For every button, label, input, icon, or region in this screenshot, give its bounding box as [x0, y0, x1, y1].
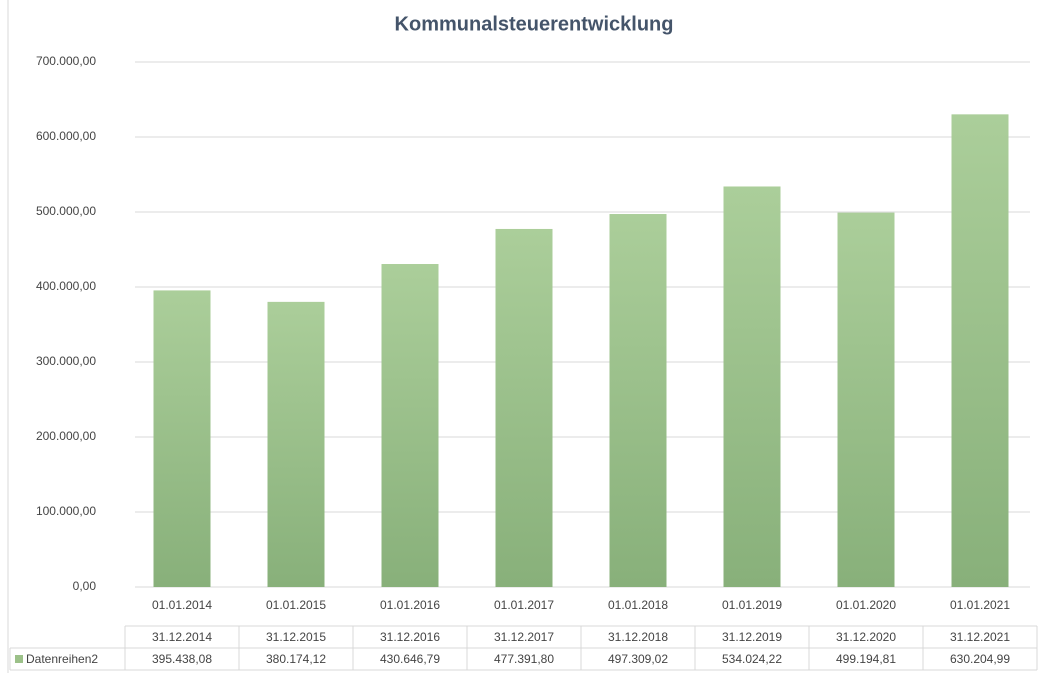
legend-label: Datenreihen2	[26, 652, 98, 666]
y-tick-label: 500.000,00	[36, 204, 96, 218]
x-tick-label: 01.01.2019	[722, 598, 782, 612]
bar	[609, 214, 667, 587]
table-header: 31.12.2017	[494, 630, 554, 644]
x-tick-label: 01.01.2016	[380, 598, 440, 612]
y-tick-label: 0,00	[73, 579, 97, 593]
chart-title: Kommunalsteuerentwicklung	[395, 13, 674, 35]
x-tick-label: 01.01.2015	[266, 598, 326, 612]
bar	[495, 228, 553, 587]
bar	[951, 114, 1009, 588]
bar	[381, 264, 439, 587]
y-tick-label: 700.000,00	[36, 54, 96, 68]
table-header: 31.12.2016	[380, 630, 440, 644]
table-value: 477.391,80	[494, 652, 554, 666]
x-tick-label: 01.01.2014	[152, 598, 212, 612]
legend-swatch	[15, 655, 23, 663]
x-tick-label: 01.01.2020	[836, 598, 896, 612]
x-tick-label: 01.01.2018	[608, 598, 668, 612]
y-tick-label: 100.000,00	[36, 504, 96, 518]
table-header: 31.12.2014	[152, 630, 212, 644]
table-header: 31.12.2018	[608, 630, 668, 644]
table-value: 380.174,12	[266, 652, 326, 666]
x-tick-label: 01.01.2021	[950, 598, 1010, 612]
x-tick-label: 01.01.2017	[494, 598, 554, 612]
bar	[267, 301, 325, 587]
table-value: 630.204,99	[950, 652, 1010, 666]
table-header: 31.12.2019	[722, 630, 782, 644]
table-value: 499.194,81	[836, 652, 896, 666]
y-tick-label: 200.000,00	[36, 429, 96, 443]
y-tick-label: 600.000,00	[36, 129, 96, 143]
table-value: 395.438,08	[152, 652, 212, 666]
y-tick-label: 300.000,00	[36, 354, 96, 368]
bar	[723, 186, 781, 587]
y-tick-label: 400.000,00	[36, 279, 96, 293]
table-header: 31.12.2020	[836, 630, 896, 644]
bar	[153, 290, 211, 587]
table-value: 534.024,22	[722, 652, 782, 666]
bar	[837, 212, 895, 588]
table-header: 31.12.2021	[950, 630, 1010, 644]
table-value: 430.646,79	[380, 652, 440, 666]
table-header: 31.12.2015	[266, 630, 326, 644]
table-value: 497.309,02	[608, 652, 668, 666]
